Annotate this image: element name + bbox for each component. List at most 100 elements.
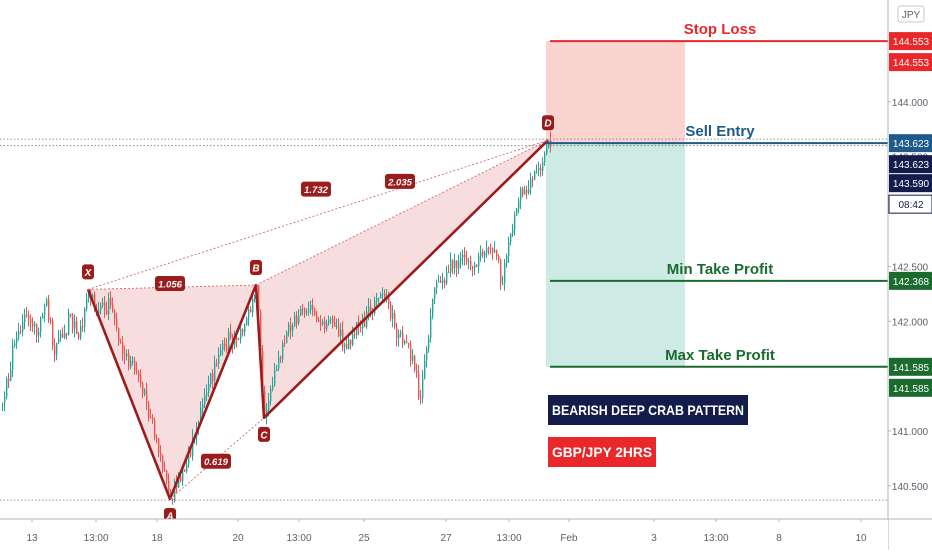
pattern-fill xyxy=(88,140,548,500)
time-tick-label: 13 xyxy=(26,533,38,544)
pattern-point-label: A xyxy=(165,512,173,523)
candle-body xyxy=(296,315,298,324)
candle-body xyxy=(152,418,154,421)
candle-body xyxy=(246,317,248,326)
candle-body xyxy=(418,372,420,398)
candle-body xyxy=(502,282,504,284)
candle-body xyxy=(314,308,316,316)
candle-body xyxy=(368,306,370,312)
candle-body xyxy=(510,233,512,242)
candle-body xyxy=(306,311,308,313)
candle-body xyxy=(98,310,100,315)
candle-body xyxy=(522,188,524,195)
candle-body xyxy=(394,313,396,327)
candle-body xyxy=(216,363,218,365)
candle-body xyxy=(8,378,10,381)
candle-body xyxy=(210,373,212,384)
candle-body xyxy=(154,420,156,439)
candle-body xyxy=(162,455,164,470)
candle-body xyxy=(430,316,432,338)
pattern-point-marker xyxy=(542,115,554,131)
time-tick-label: 13:00 xyxy=(286,533,311,544)
candle-body xyxy=(440,280,442,283)
dotted-levels xyxy=(0,138,888,501)
time-axis-panel xyxy=(0,519,888,550)
candle-body xyxy=(378,298,380,300)
candle-body xyxy=(500,260,502,283)
candle-body xyxy=(310,304,312,310)
time-tick-label: 13:00 xyxy=(703,533,728,544)
candle-body xyxy=(68,313,70,335)
candle-body xyxy=(34,324,36,327)
candle-body xyxy=(416,370,418,373)
candle-body xyxy=(108,297,110,314)
candle-body xyxy=(238,338,240,340)
symbol-badge-text: JPY xyxy=(902,10,921,21)
candle-body xyxy=(228,331,230,351)
candle-body xyxy=(80,326,82,338)
candle-body xyxy=(280,357,282,360)
candle-body xyxy=(84,308,86,328)
price-tick-label: 144.000 xyxy=(892,98,929,109)
candle-body xyxy=(414,355,416,371)
candle-body xyxy=(120,342,122,344)
pattern-ratio-line xyxy=(169,417,265,500)
candle-body xyxy=(28,315,30,319)
candle-body xyxy=(482,251,484,256)
time-tick-label: 8 xyxy=(776,533,782,544)
candle-body xyxy=(254,294,256,299)
candle-body xyxy=(136,370,138,373)
time-tick-label: 3 xyxy=(651,533,657,544)
candle-body xyxy=(478,256,480,267)
candle-body xyxy=(334,322,336,327)
candle-body xyxy=(48,299,50,321)
candle-body xyxy=(480,251,482,257)
time-tick-label: 27 xyxy=(440,533,452,544)
candle-body xyxy=(148,403,150,418)
candle-body xyxy=(446,271,448,284)
candle-body xyxy=(202,404,204,409)
candle-body xyxy=(538,167,540,171)
candle-body xyxy=(434,288,436,300)
candle-body xyxy=(58,337,60,344)
position-boxes xyxy=(546,41,685,367)
candle-body xyxy=(128,353,130,368)
candle-body xyxy=(512,229,514,234)
info-labels: BEARISH DEEP CRAB PATTERN GBP/JPY 2HRS xyxy=(548,395,748,467)
candle-body xyxy=(138,372,140,377)
candle-body xyxy=(70,313,72,316)
candle-body xyxy=(392,313,394,319)
candle-body xyxy=(86,298,88,309)
pattern-point-label: C xyxy=(260,430,268,441)
level-label: Sell Entry xyxy=(685,123,755,140)
candle-body xyxy=(350,339,352,345)
price-tag-label: 143.590 xyxy=(893,179,930,190)
candle-body xyxy=(534,171,536,180)
price-tick-label: 141.000 xyxy=(892,427,929,438)
candle-body xyxy=(468,260,470,262)
candle-body xyxy=(66,333,68,335)
candle-body xyxy=(516,208,518,215)
candle-body xyxy=(408,343,410,346)
candle-body xyxy=(32,322,34,327)
candle-body xyxy=(50,320,52,322)
candle-body xyxy=(396,326,398,339)
price-tick-label: 140.500 xyxy=(892,482,929,493)
candle-body xyxy=(278,357,280,369)
candle-body xyxy=(208,383,210,393)
countdown-tag-label: 08:42 xyxy=(898,200,923,211)
candle-body xyxy=(316,315,318,321)
candle-body xyxy=(146,390,148,404)
pattern-point-marker xyxy=(258,426,270,442)
price-tag xyxy=(889,174,932,193)
candle-body xyxy=(460,257,462,261)
candle-body xyxy=(458,260,460,269)
candle-body xyxy=(220,349,222,355)
candle-body xyxy=(12,346,14,370)
candle-body xyxy=(204,395,206,405)
info-label-text: BEARISH DEEP CRAB PATTERN xyxy=(552,402,744,418)
candle-body xyxy=(76,321,78,334)
candle-body xyxy=(336,326,338,328)
